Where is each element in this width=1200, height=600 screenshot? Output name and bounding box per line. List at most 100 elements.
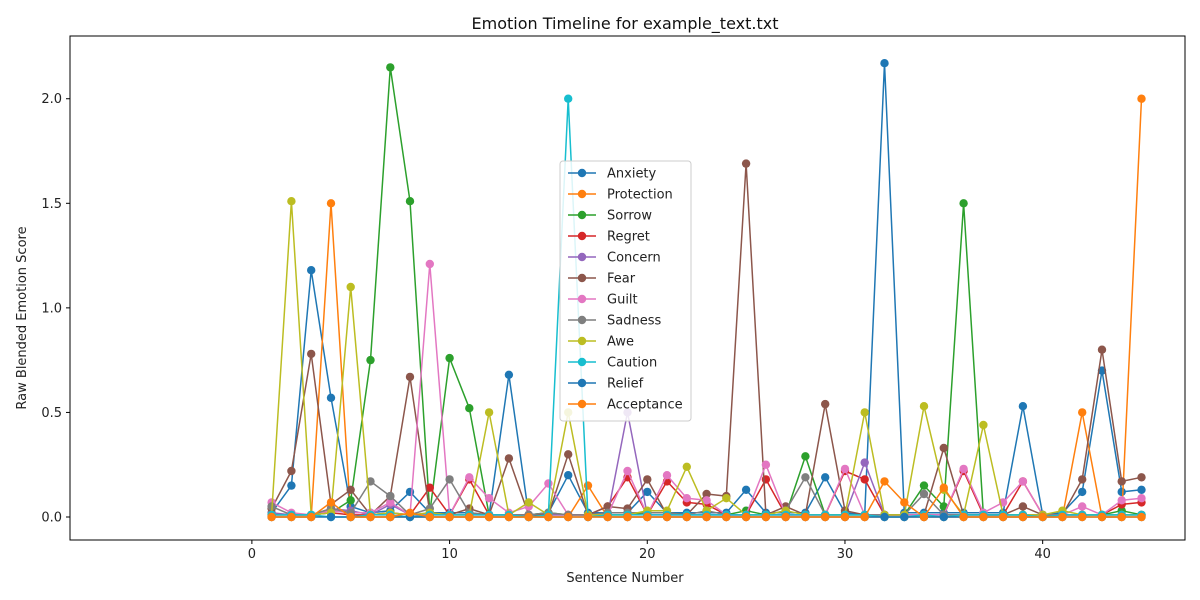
legend-entry: Awe <box>568 335 634 350</box>
data-point <box>1117 512 1126 522</box>
data-point <box>405 508 415 517</box>
data-point <box>366 355 375 365</box>
data-point <box>919 402 929 411</box>
data-point <box>979 512 988 522</box>
data-point <box>860 408 869 417</box>
data-point <box>781 512 790 522</box>
legend-marker <box>577 252 587 262</box>
data-point <box>662 471 672 480</box>
data-point <box>346 496 355 505</box>
data-point <box>1078 502 1087 511</box>
series-acceptance <box>267 477 1146 522</box>
chart-title: Emotion Timeline for example_text.txt <box>472 14 779 34</box>
data-point <box>326 512 336 522</box>
data-point <box>326 199 336 208</box>
data-point <box>425 483 434 492</box>
legend-label: Concern <box>607 251 661 266</box>
data-point <box>919 512 929 522</box>
data-point <box>1117 496 1126 505</box>
data-point <box>445 512 454 522</box>
data-point <box>722 494 731 503</box>
data-point <box>603 512 612 522</box>
data-point <box>702 496 711 505</box>
data-point <box>445 353 454 363</box>
data-point <box>405 372 415 382</box>
legend-entry: Acceptance <box>568 398 683 413</box>
data-point <box>623 512 632 522</box>
data-point <box>307 512 316 522</box>
data-point <box>524 512 533 522</box>
data-point <box>1117 487 1126 497</box>
data-point <box>425 259 434 269</box>
legend-label: Acceptance <box>607 398 683 413</box>
data-point <box>564 94 573 103</box>
data-point <box>484 408 494 417</box>
data-point <box>425 512 434 522</box>
data-point <box>643 512 652 522</box>
data-point <box>939 512 948 522</box>
data-point <box>366 512 375 522</box>
y-tick-label: 1.5 <box>41 197 62 212</box>
data-point <box>465 404 474 413</box>
data-point <box>1038 512 1047 522</box>
data-point <box>465 473 474 482</box>
data-point <box>880 512 889 522</box>
legend-label: Anxiety <box>607 167 657 182</box>
data-point <box>821 512 830 522</box>
legend-marker <box>577 315 587 325</box>
data-point <box>860 512 869 522</box>
data-point <box>741 485 751 494</box>
legend-entry: Concern <box>568 251 661 266</box>
data-point <box>801 452 810 461</box>
data-point <box>287 512 296 522</box>
data-point <box>346 485 355 494</box>
legend-marker <box>577 231 587 241</box>
data-point <box>939 443 948 453</box>
x-tick-label: 0 <box>248 547 256 562</box>
data-point <box>741 512 751 522</box>
data-point <box>465 512 474 522</box>
x-tick-label: 20 <box>639 547 656 562</box>
legend-marker <box>577 210 587 220</box>
data-point <box>623 466 632 476</box>
x-axis-ticks: 0 10 20 30 40 <box>248 540 1051 562</box>
plot-area <box>267 59 1146 522</box>
data-point <box>880 59 889 68</box>
data-point <box>919 489 929 499</box>
legend-entry: Anxiety <box>568 167 657 182</box>
data-point <box>583 512 593 522</box>
data-point <box>504 454 514 463</box>
y-tick-label: 2.0 <box>41 92 62 107</box>
data-point <box>1078 408 1087 417</box>
data-point <box>959 199 968 208</box>
data-point <box>880 477 889 486</box>
x-axis-label: Sentence Number <box>566 571 684 586</box>
data-point <box>386 491 395 501</box>
data-point <box>643 487 652 497</box>
y-axis-ticks: 0.0 0.5 1.0 1.5 2.0 <box>41 92 70 525</box>
data-point <box>1078 512 1087 522</box>
data-point <box>267 512 276 522</box>
y-tick-label: 1.0 <box>41 301 62 316</box>
data-point <box>900 498 909 507</box>
legend-label: Awe <box>607 335 634 350</box>
data-point <box>741 159 751 168</box>
data-point <box>722 512 731 522</box>
data-point <box>662 512 672 522</box>
data-point <box>1137 494 1146 503</box>
data-point <box>801 473 810 482</box>
data-point <box>682 462 691 471</box>
data-point <box>959 464 968 474</box>
legend-label: Guilt <box>607 293 638 308</box>
y-axis-label: Raw Blended Emotion Score <box>15 226 30 409</box>
data-point <box>840 464 850 474</box>
data-point <box>326 393 336 402</box>
legend-marker <box>577 273 587 283</box>
data-point <box>544 479 553 488</box>
data-point <box>702 512 711 522</box>
legend-marker <box>577 336 587 346</box>
legend-entry: Relief <box>568 377 644 392</box>
legend-label: Relief <box>607 377 644 392</box>
data-point <box>821 399 830 409</box>
